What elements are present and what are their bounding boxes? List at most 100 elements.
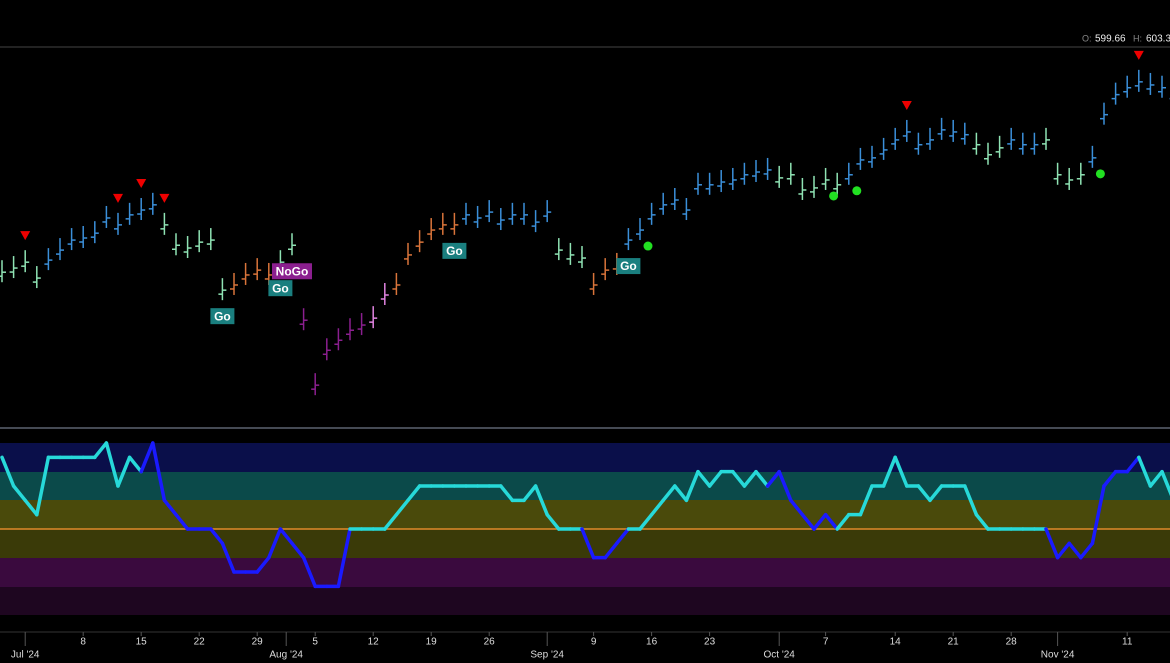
price-bar <box>1042 127 1050 150</box>
price-bar <box>438 212 447 235</box>
price-bar <box>450 212 459 235</box>
oscillator-segment <box>777 469 793 503</box>
x-tick-label: 15 <box>136 637 148 648</box>
x-tick-label: 22 <box>194 637 206 648</box>
price-bar <box>9 256 18 279</box>
price-bar <box>137 198 146 221</box>
price-bar <box>32 266 41 289</box>
price-bar <box>647 202 656 225</box>
oscillator-segment <box>812 512 828 531</box>
signal-label: Go <box>214 309 231 323</box>
price-bar <box>67 228 76 251</box>
signal-label: Go <box>620 259 637 273</box>
oscillator-segment <box>765 469 781 488</box>
price-bar <box>1111 82 1120 105</box>
price-bar <box>1158 75 1166 98</box>
oscillator-segment <box>684 469 700 503</box>
price-bar <box>311 373 320 396</box>
price-bar <box>949 119 958 142</box>
price-bar <box>520 202 528 225</box>
x-tick-label: 21 <box>948 637 960 648</box>
price-bar <box>937 117 946 140</box>
oscillator-segment <box>1079 541 1095 560</box>
oscillator-segment <box>638 512 654 531</box>
price-bar <box>844 162 853 185</box>
sell-marker <box>113 193 123 203</box>
month-label: Jul '24 <box>11 650 40 661</box>
oscillator-segment <box>731 469 747 488</box>
price-bar <box>322 338 331 361</box>
price-bar <box>346 318 354 341</box>
band <box>0 443 1170 472</box>
price-bar <box>1146 72 1155 95</box>
price-bar <box>288 233 296 256</box>
oscillator-segment <box>789 498 805 517</box>
price-bar <box>0 260 6 283</box>
oscillator-segment <box>1102 469 1118 488</box>
sell-marker <box>159 193 170 203</box>
price-bar <box>984 142 992 165</box>
price-bar <box>636 218 644 241</box>
price-bar <box>90 221 99 244</box>
price-bar <box>1123 75 1132 98</box>
price-bar <box>821 167 830 190</box>
oscillator-segment <box>916 484 932 503</box>
oscillator-segment <box>267 527 283 560</box>
price-bar <box>1053 162 1062 185</box>
price-bar <box>786 162 795 185</box>
price-bar <box>705 172 714 195</box>
oscillator-segment <box>928 484 944 503</box>
price-bar <box>856 147 865 170</box>
oscillator-segment <box>858 484 874 517</box>
price-bar <box>462 202 470 225</box>
oscillator-segment <box>835 512 851 531</box>
oscillator-segment <box>974 512 990 531</box>
oscillator-segment <box>963 484 979 517</box>
buy-marker <box>643 241 653 251</box>
x-tick-label: 9 <box>591 637 597 648</box>
price-bar <box>79 226 88 248</box>
price-bar <box>670 188 679 210</box>
price-bar <box>833 172 842 195</box>
oscillator-segment <box>661 484 677 503</box>
header-label: H: <box>1133 33 1142 43</box>
oscillator-segment <box>220 541 236 574</box>
price-bar <box>810 175 818 198</box>
signal-label: NoGo <box>276 264 309 278</box>
oscillator-segment <box>255 555 271 574</box>
oscillator-segment <box>93 441 109 460</box>
oscillator-segment <box>673 484 689 503</box>
price-bar <box>114 212 122 235</box>
oscillator-segment <box>1090 484 1106 546</box>
x-tick-label: 11 <box>1122 637 1133 648</box>
x-tick-label: 26 <box>484 637 496 648</box>
oscillator-segment <box>1148 469 1164 488</box>
price-bar <box>624 228 633 251</box>
oscillator-segment <box>301 555 317 589</box>
oscillator-segment <box>1137 455 1153 488</box>
oscillator-segment <box>800 512 816 531</box>
price-bar <box>334 328 343 351</box>
price-bar <box>44 248 53 271</box>
price-bar <box>485 200 494 223</box>
price-bar <box>589 272 598 295</box>
oscillator-segment <box>707 469 723 488</box>
price-bar <box>775 165 784 188</box>
buy-marker <box>829 191 839 201</box>
price-bar <box>380 283 389 305</box>
price-bar <box>404 242 412 265</box>
price-bar <box>531 210 540 233</box>
oscillator-segment <box>290 541 306 560</box>
signal-box <box>616 258 641 275</box>
price-bar <box>473 205 482 228</box>
price-bar <box>56 238 64 261</box>
signal-box <box>268 280 293 297</box>
price-bar <box>566 242 575 265</box>
oscillator-segment <box>881 455 897 488</box>
price-bar <box>578 246 586 269</box>
sell-marker <box>20 231 31 241</box>
price-bar <box>1030 132 1039 155</box>
price-bar <box>972 132 981 155</box>
price-bar <box>682 198 691 221</box>
oscillator-segment <box>742 469 758 488</box>
